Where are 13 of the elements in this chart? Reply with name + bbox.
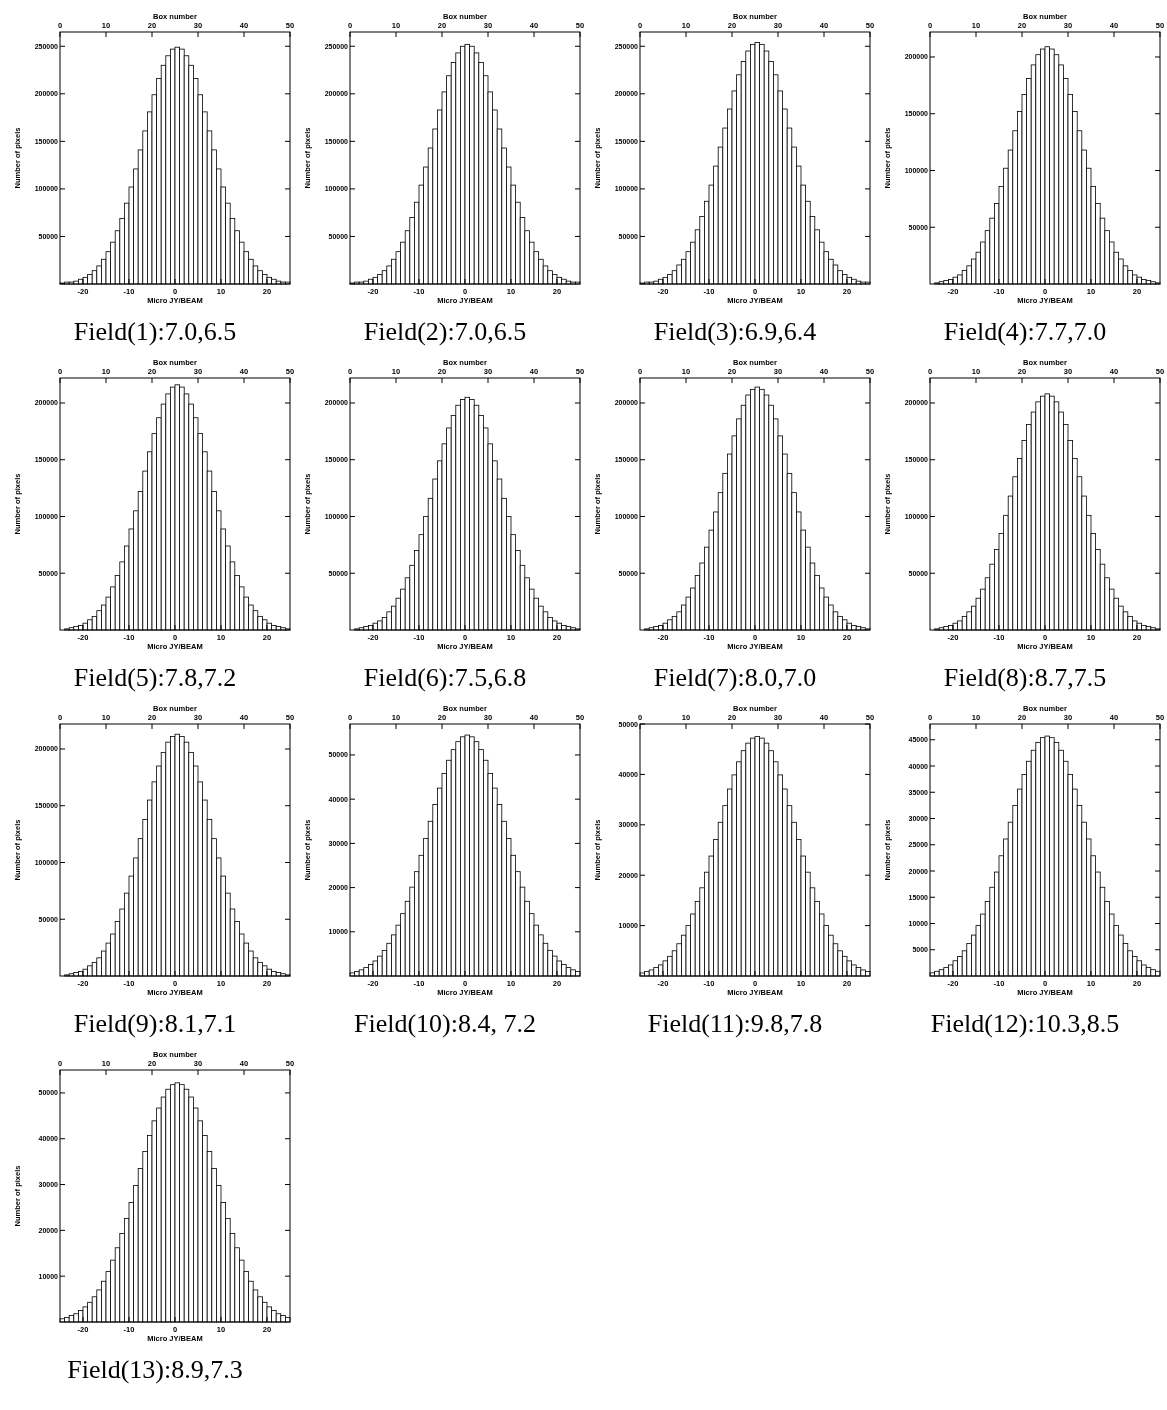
text: Field(5):7.8,7.2 xyxy=(73,663,237,692)
text: Field(2):7.0,6.5 xyxy=(363,317,527,346)
text: Field(7):8.0,7.0 xyxy=(653,663,817,692)
text: Field(9):8.1,7.1 xyxy=(73,1009,237,1038)
text: Field(1):7.0,6.5 xyxy=(73,317,237,346)
text: Field(8):8.7,7.5 xyxy=(943,663,1107,692)
text: Field(3):6.9,6.4 xyxy=(653,317,817,346)
text: Field(4):7.7,7.0 xyxy=(943,317,1107,346)
text: Field(10):8.4, 7.2 xyxy=(354,1009,536,1038)
text: Field(13):8.9,7.3 xyxy=(67,1355,243,1384)
text: Field(11):9.8,7.8 xyxy=(647,1009,823,1038)
text: Field(12):10.3,8.5 xyxy=(930,1009,1120,1038)
text: Field(6):7.5,6.8 xyxy=(363,663,527,692)
